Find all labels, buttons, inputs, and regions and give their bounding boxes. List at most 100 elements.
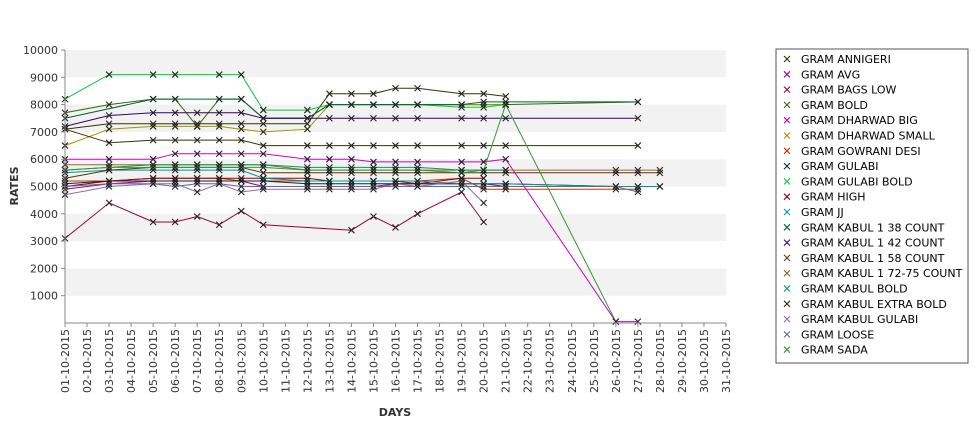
series-line <box>64 103 617 322</box>
legend-item: GRAM JJ <box>783 206 844 219</box>
legend-item: GRAM KABUL GULABI <box>783 313 918 326</box>
legend-item: GRAM KABUL 1 72-75 COUNT <box>783 267 963 280</box>
legend-marker <box>783 132 791 139</box>
x-tick-label: 31-10-2015 <box>720 329 733 393</box>
data-point <box>215 177 223 185</box>
data-point <box>348 142 355 149</box>
x-tick-label: 30-10-2015 <box>698 329 711 393</box>
data-point <box>171 71 179 78</box>
data-point <box>634 98 642 106</box>
series-10 <box>61 166 664 190</box>
data-point <box>215 164 223 171</box>
data-point <box>634 114 642 122</box>
data-point <box>193 109 201 117</box>
data-point <box>259 169 267 177</box>
series-19 <box>61 101 620 326</box>
data-point <box>259 177 267 185</box>
legend-label: GRAM SADA <box>801 344 868 357</box>
data-point <box>105 183 113 190</box>
data-point <box>480 98 488 106</box>
data-point <box>348 114 355 122</box>
data-point <box>502 114 510 122</box>
data-point <box>414 142 421 149</box>
data-point <box>370 177 377 185</box>
data-point <box>171 150 179 158</box>
data-point <box>171 174 179 182</box>
data-point <box>193 164 201 171</box>
data-point <box>105 161 113 169</box>
data-point <box>326 185 333 193</box>
data-point <box>193 180 201 188</box>
data-point <box>149 109 157 117</box>
y-tick-label: 6000 <box>30 153 58 166</box>
data-point <box>502 101 510 108</box>
data-point <box>171 161 179 169</box>
series-2 <box>61 188 488 242</box>
data-point <box>303 125 311 133</box>
data-point <box>105 199 113 207</box>
legend-item: GRAM BAGS LOW <box>783 84 897 97</box>
grid-band <box>65 77 726 105</box>
legend-item: GRAM KABUL EXTRA BOLD <box>783 298 947 311</box>
data-point <box>237 95 245 103</box>
data-point <box>414 158 421 166</box>
data-point <box>149 136 157 144</box>
x-tick-labels: 01-10-2015 02-10-2015 03-10-2015 04-10-2015… <box>59 329 733 393</box>
data-point <box>149 71 157 78</box>
data-point <box>458 142 465 149</box>
data-point <box>458 188 465 196</box>
data-point <box>326 114 333 122</box>
data-point <box>259 142 267 149</box>
data-point <box>458 158 465 166</box>
data-point <box>303 166 311 174</box>
grid-band <box>65 241 726 269</box>
data-point <box>480 183 488 190</box>
data-point <box>326 142 333 149</box>
legend-item: GRAM GOWRANI DESI <box>783 145 921 158</box>
data-point <box>458 169 465 177</box>
data-point <box>502 98 510 106</box>
data-point <box>370 185 377 193</box>
data-point <box>348 166 355 174</box>
data-point <box>215 150 223 158</box>
data-point <box>193 174 201 182</box>
legend-item: GRAM ANNIGERI <box>783 53 891 66</box>
data-point <box>259 150 267 158</box>
data-point <box>237 136 245 144</box>
data-point <box>502 169 510 177</box>
data-point <box>215 123 223 130</box>
data-point <box>502 185 510 193</box>
data-point <box>392 164 399 171</box>
data-point <box>348 90 355 98</box>
data-point <box>303 185 311 193</box>
data-point <box>392 166 399 174</box>
series-layer <box>61 71 664 326</box>
data-point <box>480 199 488 207</box>
data-point <box>348 185 355 193</box>
data-point <box>303 180 311 188</box>
data-point <box>326 166 333 174</box>
data-point <box>370 158 377 166</box>
data-point <box>149 120 157 128</box>
x-tick-label: 03-10-2015 <box>103 329 116 393</box>
legend-label: GRAM GULABI <box>801 160 879 173</box>
data-point <box>215 174 223 182</box>
data-point <box>215 180 223 188</box>
data-point <box>458 177 465 185</box>
y-tick-labels: 1000 2000 3000 4000 5000 6000 7000 8000 9000 1000… <box>23 44 58 303</box>
y-axis-title: RATES <box>8 166 21 205</box>
data-point <box>259 174 267 182</box>
data-point <box>370 142 377 149</box>
y-tick-label: 1000 <box>30 290 58 303</box>
data-point <box>634 169 642 177</box>
legend-marker <box>783 101 791 109</box>
data-point <box>171 166 179 174</box>
legend-marker <box>783 86 791 93</box>
x-tick-label: 29-10-2015 <box>676 329 689 393</box>
data-point <box>348 183 355 190</box>
data-point <box>237 164 245 171</box>
data-point <box>348 164 355 171</box>
data-point <box>458 174 465 182</box>
data-point <box>656 166 664 174</box>
x-tick-label: 18-10-2015 <box>434 329 447 393</box>
